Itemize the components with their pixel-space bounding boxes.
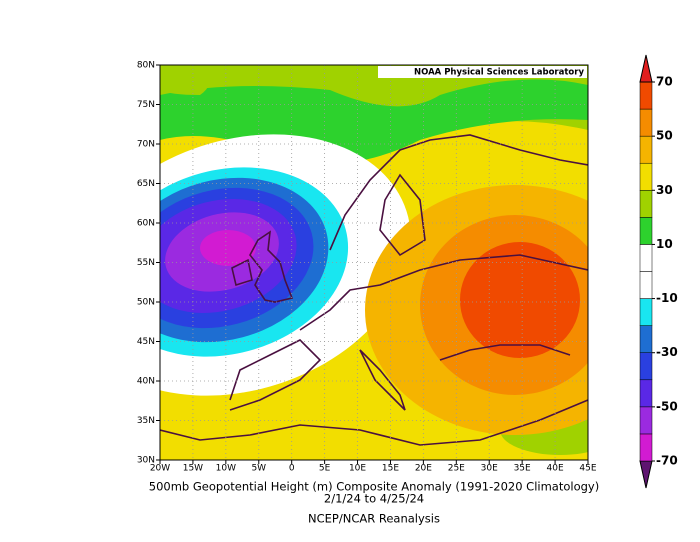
colorbar-segment [639,433,653,462]
colorbar-label: 50 [656,129,673,143]
lon-label: 15W [183,464,203,474]
lon-label: 20W [150,464,170,474]
lat-label: 75N [137,100,155,110]
colorbar-label: -70 [656,454,678,468]
colorbar-label: -30 [656,345,678,359]
lon-label: 5E [319,464,331,474]
coastline [299,254,588,331]
lat-label: 35N [137,416,155,426]
colorbar-extension [639,54,653,83]
lat-label: 60N [137,219,155,229]
lon-label: 40E [547,464,564,474]
colorbar-segment [639,217,653,245]
lat-label: 30N [137,456,155,466]
data-source: NCEP/NCAR Reanalysis [308,512,440,526]
coastline [231,258,253,287]
colorbar-segment [639,406,653,435]
coastline [329,134,588,251]
colorbar-label: 70 [656,75,673,89]
colorbar-extension [639,460,653,489]
colorbar-segment [639,325,653,353]
field [200,230,256,266]
colorbar-segment [639,244,653,272]
coastline [160,399,588,446]
lon-label: 20E [415,464,432,474]
coastline [249,230,294,303]
field [160,65,212,95]
lon-label: 5W [251,464,266,474]
lat-label: 40N [137,377,155,387]
lon-label: 10W [216,464,236,474]
colorbar-segment [639,379,653,408]
colorbar-segment [639,190,653,218]
lat-label: 70N [137,140,155,150]
colorbar: 70 50 30 10 -10 -30 -50 -70 [639,54,678,489]
lon-label: 10E [349,464,366,474]
lat-label: 80N [137,61,155,71]
colorbar-label: 30 [656,183,673,197]
colorbar-segment [639,162,653,191]
colorbar-label: -50 [656,399,678,413]
colorbar-label: -10 [656,291,678,305]
date-range: 2/1/24 to 4/25/24 [324,492,424,506]
lon-label: 0 [289,464,295,474]
coastline [359,349,406,411]
lon-label: 30E [481,464,498,474]
map-title: 500mb Geopotential Height (m) Composite … [149,480,599,494]
coastline [229,339,322,411]
credit-box [378,66,587,78]
coastlines [160,134,588,446]
lon-label: 25E [448,464,465,474]
colorbar-segment [639,108,653,137]
lon-label: 45E [579,464,596,474]
colorbar-segment [639,271,653,299]
credit: NOAA Physical Sciences Laboratory [414,68,584,78]
colorbar-segment [639,352,653,381]
coastline [379,173,426,257]
colorbar-label: 10 [656,237,673,251]
lat-label: 55N [137,258,155,268]
lat-label: 65N [137,179,155,189]
lon-label: 15E [382,464,399,474]
map-field [160,65,588,460]
map-frame [159,64,589,461]
lon-label: 35E [514,464,531,474]
lat-label: 50N [137,298,155,308]
lat-label: 45N [137,337,155,347]
colorbar-segment [639,135,653,164]
colorbar-segment [639,298,653,326]
field [460,242,580,358]
graticule [156,64,589,464]
coastline [439,344,571,361]
colorbar-segment [639,81,653,110]
